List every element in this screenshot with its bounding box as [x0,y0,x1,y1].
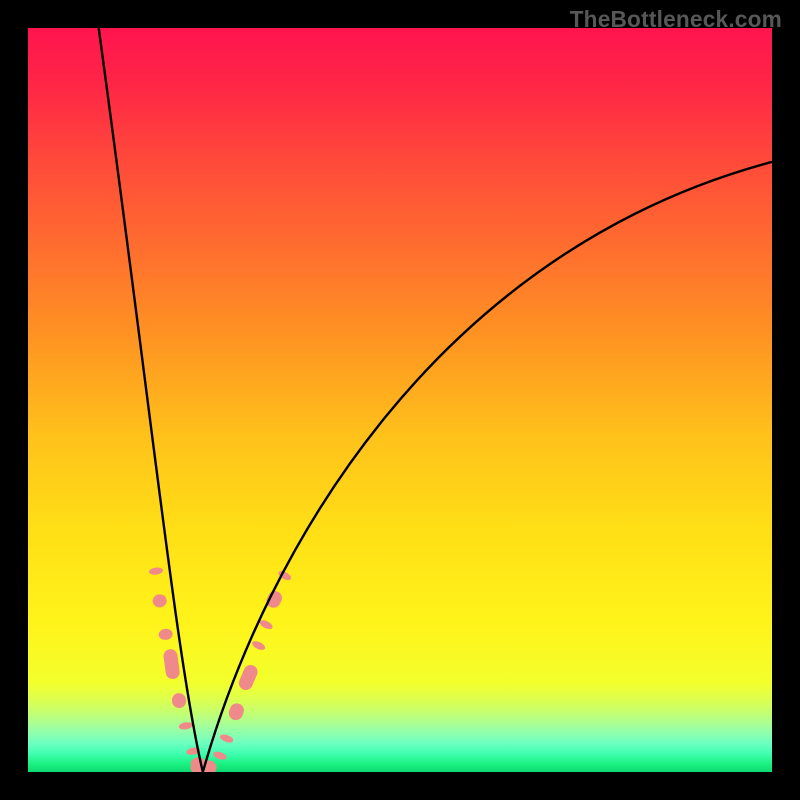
left-branch-curve [99,28,203,772]
curve-layer [28,28,772,772]
scatter-marker [149,567,164,576]
scatter-marker [251,639,267,651]
scatter-marker [258,618,274,630]
chart-container: TheBottleneck.com [0,0,800,800]
scatter-marker [227,701,246,722]
scatter-marker [212,750,228,761]
scatter-marker [152,594,168,609]
scatter-marker [163,648,181,680]
scatter-marker [219,733,235,744]
scatter-marker [158,628,173,641]
scatter-marker [178,721,193,730]
plot-area [28,28,772,772]
scatter-marker [171,692,187,709]
watermark-text: TheBottleneck.com [570,6,782,33]
right-branch-curve [203,162,772,772]
